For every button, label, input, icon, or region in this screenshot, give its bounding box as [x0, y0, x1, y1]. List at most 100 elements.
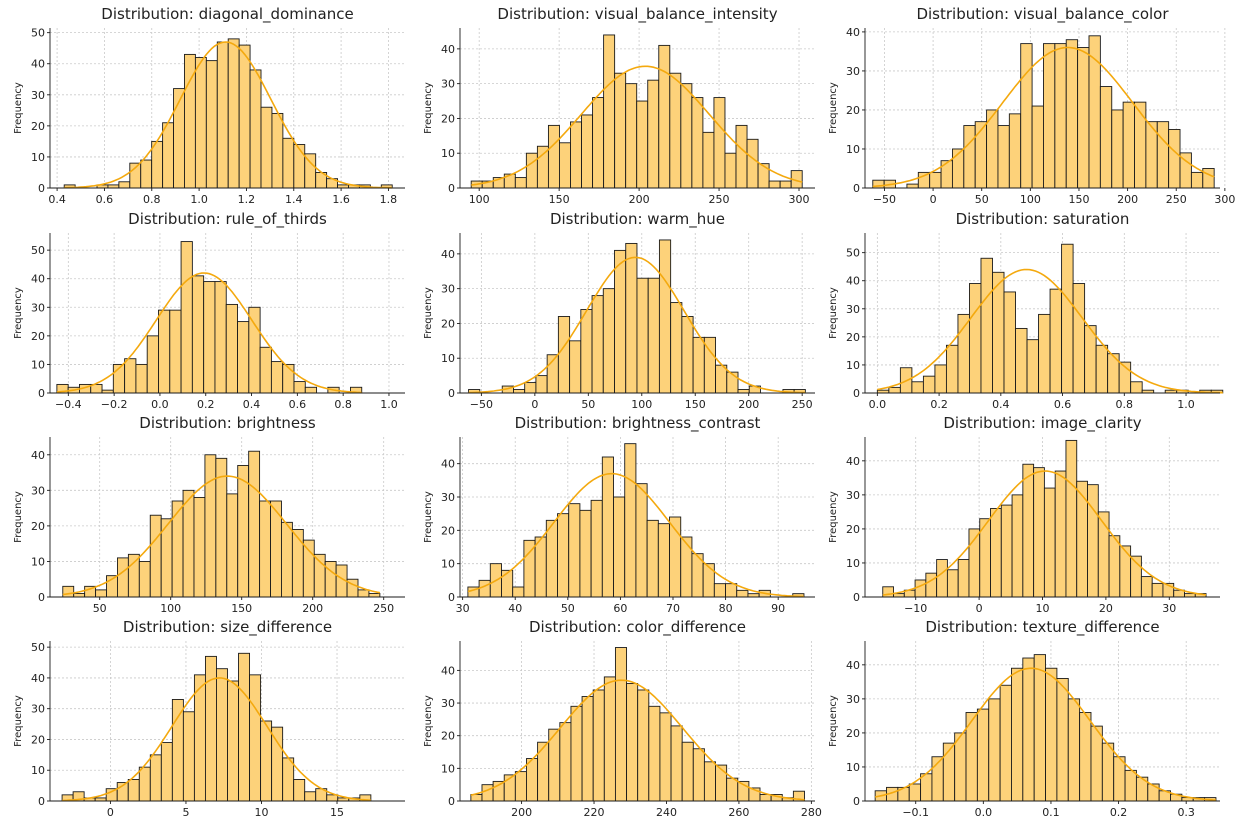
y-tick-label: 30 [441, 283, 455, 296]
histogram-bar [602, 288, 615, 394]
y-tick-label: 10 [846, 143, 860, 156]
y-tick-label: 50 [846, 247, 860, 260]
histogram-bar [1049, 288, 1063, 394]
histogram-bar [357, 589, 370, 598]
x-tick-label: 0.3 [1177, 806, 1195, 819]
histogram-bar [1003, 291, 1016, 394]
x-tick-label: 280 [801, 806, 822, 819]
histogram-bar [146, 335, 159, 394]
histogram-bar [1031, 105, 1044, 189]
histogram-bar [260, 106, 273, 189]
histogram-bar [478, 579, 491, 598]
histogram-bar [680, 83, 693, 189]
x-tick-label: 100 [469, 193, 490, 206]
histogram-bar [293, 144, 306, 189]
histogram-bar [271, 726, 284, 802]
histogram-bar [757, 163, 770, 189]
histogram-bar [171, 500, 184, 598]
y-tick-label: 40 [846, 455, 860, 468]
histogram-bar [1101, 742, 1115, 802]
histogram-bar [681, 741, 694, 802]
y-axis-label: Frequency [13, 695, 24, 747]
histogram-bar [293, 381, 306, 394]
histogram-bar [692, 336, 705, 394]
histogram-bar [992, 271, 1005, 394]
x-tick-label: −50 [873, 193, 896, 206]
kde-curve [467, 472, 805, 598]
chart-title: Distribution: saturation [956, 210, 1130, 228]
histogram-bar [1156, 121, 1170, 189]
histogram-bar [160, 742, 173, 802]
histogram-bar [225, 303, 238, 394]
y-tick-label: 40 [441, 248, 455, 261]
histogram-bar [368, 592, 381, 598]
histogram-bar [703, 761, 716, 802]
histogram-bar [893, 593, 905, 598]
y-tick-label: 50 [31, 27, 45, 40]
histogram-bar [746, 138, 759, 189]
histogram-bar [614, 249, 627, 394]
histogram-bar [713, 97, 726, 189]
histogram-bar [1008, 113, 1022, 189]
histogram-bar [271, 112, 284, 189]
histogram-bar [1065, 39, 1079, 189]
histogram-bar [957, 559, 970, 598]
y-tick-label: 40 [31, 273, 45, 286]
y-tick-label: 30 [846, 303, 860, 316]
histogram-bar [545, 519, 558, 598]
y-axis-label: Frequency [13, 287, 24, 339]
y-tick-label: 40 [31, 58, 45, 71]
histogram-bar [501, 569, 514, 598]
y-axis-label: Frequency [828, 287, 839, 339]
x-tick-label: 200 [738, 398, 759, 411]
histogram-bar [936, 559, 948, 598]
histogram-bar [1033, 467, 1045, 598]
histogram-bar [946, 569, 959, 598]
histogram-bar [248, 450, 261, 598]
chart-title: Distribution: image_clarity [943, 414, 1141, 433]
y-tick-label: 30 [31, 703, 45, 716]
y-tick-label: 20 [846, 523, 860, 536]
histogram-bar [702, 131, 715, 189]
y-tick-label: 10 [441, 558, 455, 571]
histogram-bar [1076, 480, 1088, 598]
histogram-bar [974, 121, 988, 189]
kde-curve [64, 41, 393, 189]
histogram-bar [138, 560, 151, 598]
histogram-bar [140, 159, 153, 189]
histogram-bar [581, 114, 594, 189]
histogram-bar [922, 375, 936, 394]
x-tick-label: 260 [728, 806, 749, 819]
histogram-bar [1140, 576, 1153, 598]
histogram-bar [680, 536, 693, 598]
histogram-bar [670, 302, 683, 394]
x-tick-label: 10 [1036, 602, 1050, 615]
y-tick-label: 20 [441, 112, 455, 125]
histogram-bar [1033, 654, 1046, 802]
histogram-bar [579, 509, 592, 598]
histogram-bar [988, 698, 1001, 802]
histogram-bar [193, 496, 206, 598]
x-tick-label: 0.4 [48, 193, 66, 206]
chart-title: Distribution: brightness_contrast [515, 414, 761, 433]
histogram-bar [724, 152, 737, 189]
y-tick-label: 20 [441, 317, 455, 330]
histogram-panel-2: Distribution: visual_balance_intensity Fr… [423, 5, 815, 206]
y-tick-label: 50 [31, 244, 45, 257]
histogram-bar [557, 316, 571, 394]
histogram-bar [963, 125, 976, 189]
axis-spines [459, 437, 815, 598]
histogram-bar [925, 572, 938, 598]
x-tick-label: 220 [584, 806, 605, 819]
x-tick-label: 0.4 [243, 398, 261, 411]
histogram-bar [1043, 487, 1056, 598]
x-tick-label: 100 [631, 398, 652, 411]
x-tick-label: 0.1 [1042, 806, 1060, 819]
y-tick-label: 20 [846, 331, 860, 344]
histogram-bar [945, 344, 959, 394]
histogram-bar [214, 281, 227, 394]
x-tick-label: 0.0 [151, 398, 169, 411]
y-tick-label: 20 [846, 104, 860, 117]
y-tick-label: 0 [448, 795, 455, 808]
axis-spines [49, 437, 405, 598]
